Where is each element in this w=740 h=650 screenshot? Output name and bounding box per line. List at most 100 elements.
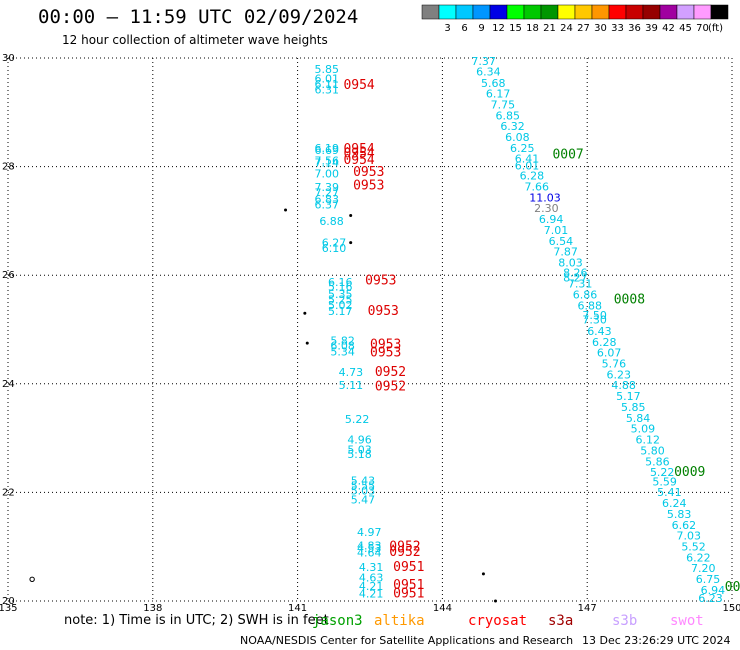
pass-time-label: 0953 (370, 346, 401, 361)
swh-value-label: 7.14 (314, 157, 339, 170)
pass-time-label: 0953 (365, 273, 396, 288)
swh-value-label: 4.64 (357, 546, 382, 559)
swh-value-label: 7.03 (676, 530, 701, 543)
colorbar-swatch (489, 4, 508, 20)
colorbar-tick-label: 15 (509, 23, 522, 34)
pass-time-label: 0952 (389, 545, 420, 560)
satellite-legend-swot: swot (670, 613, 704, 629)
x-tick-label: 138 (143, 603, 162, 614)
colorbar-swatch (574, 4, 593, 20)
footer-credit: NOAA/NESDIS Center for Satellite Applica… (240, 634, 574, 647)
swh-value-label: 6.01 (515, 159, 540, 172)
colorbar-unit: (ft) (708, 23, 723, 34)
swh-value-label: 5.18 (347, 448, 372, 461)
swh-value-label: 7.01 (544, 224, 569, 237)
swh-value-label: 5.85 (314, 63, 339, 76)
swh-value-label: 6.54 (549, 235, 574, 248)
colorbar-swatch (421, 4, 440, 20)
swh-value-label: 7.00 (314, 167, 339, 180)
swh-value-label: 6.12 (635, 434, 660, 447)
colorbar-tick-label: 6 (461, 23, 467, 34)
land-dot (303, 311, 307, 315)
circle-marker (29, 576, 35, 582)
colorbar-swatch (608, 4, 627, 20)
swh-value-label: 7.31 (568, 278, 593, 291)
colorbar-tick-label: 70 (696, 23, 709, 34)
swh-value-label: 6.24 (662, 497, 687, 510)
pass-time-label: 0951 (393, 587, 424, 602)
y-tick-label: 26 (2, 270, 15, 281)
swh-value-label: 8.27 (563, 272, 588, 285)
colorbar-swatch (625, 4, 644, 20)
swh-value-label: 5.09 (631, 423, 656, 436)
colorbar-swatch (642, 4, 661, 20)
pass-time-label: 0953 (368, 304, 399, 319)
land-dot (493, 599, 497, 603)
swh-value-label: 6.25 (510, 142, 535, 155)
swh-value-label: 5.03 (351, 485, 376, 498)
swh-value-label: 6.23 (607, 368, 632, 381)
colorbar-tick-label: 36 (628, 23, 641, 34)
land-dot (349, 213, 353, 217)
swh-value-label: 5.35 (328, 288, 353, 301)
swh-value-label: 7.75 (491, 98, 515, 111)
colorbar-swatch (523, 4, 542, 20)
colorbar-swatch (659, 4, 678, 20)
swh-value-label: 6.86 (573, 289, 598, 302)
swh-value-label: 6.75 (696, 573, 721, 586)
x-tick-label: 135 (0, 603, 18, 614)
swh-value-label: 6.34 (476, 65, 501, 78)
y-tick-label: 30 (2, 53, 15, 64)
swh-value-label: 6.01 (314, 72, 339, 85)
colorbar-tick-label: 33 (611, 23, 624, 34)
swh-value-label: 7.87 (553, 246, 578, 259)
colorbar: 3 6 9 12 15 18 21 24 27 30 33 36 39 42 45 70 (ft) (421, 4, 729, 34)
swh-value-label: 5.84 (626, 412, 651, 425)
swh-value-label: 7.30 (582, 314, 607, 327)
colorbar-swatch (710, 4, 729, 20)
satellite-legend-s3a: s3a (548, 613, 574, 629)
swh-value-label: 6.27 (322, 236, 347, 249)
swh-value-label: 6.17 (486, 88, 511, 101)
pass-time-label: 0954 (343, 146, 374, 161)
chart-subtitle: 12 hour collection of altimeter wave hei… (62, 33, 328, 47)
pass-time-label: 0009 (674, 465, 705, 480)
swh-value-label: 6.10 (322, 242, 347, 255)
swh-value-label: 5.22 (345, 413, 370, 426)
colorbar-tick-label: 24 (560, 23, 573, 34)
pass-time-label: 00 (725, 580, 740, 595)
x-tick-label: 150 (722, 603, 740, 614)
colorbar-swatch (540, 4, 559, 20)
swh-value-label: 2.30 (534, 202, 559, 215)
colorbar-tick-label: 45 (679, 23, 692, 34)
swh-value-label: 4.63 (359, 571, 384, 584)
x-tick-label: 147 (578, 603, 597, 614)
swh-value-label: 6.22 (686, 551, 711, 564)
swh-value-label: 6.88 (319, 215, 344, 228)
colorbar-swatch (472, 4, 491, 20)
colorbar-swatch (438, 4, 457, 20)
swh-value-label: 7.39 (314, 181, 339, 194)
swh-value-label: 4.73 (339, 366, 364, 379)
y-tick-label: 22 (2, 487, 15, 498)
colorbar-swatch (591, 4, 610, 20)
pass-time-label: 0953 (353, 165, 384, 180)
swh-value-label: 7.20 (691, 562, 716, 575)
land-dot (481, 572, 485, 576)
pass-time-label: 0952 (375, 365, 406, 380)
swh-value-label: 7.27 (314, 186, 339, 199)
swh-value-label: 4.88 (611, 379, 636, 392)
colorbar-swatch (693, 4, 712, 20)
y-tick-label: 20 (2, 596, 15, 607)
chart-title: 00:00 — 11:59 UTC 02/09/2024 (38, 6, 359, 28)
swh-value-label: 5.85 (621, 401, 646, 414)
colorbar-tick-label: 42 (662, 23, 675, 34)
pass-time-label: 0954 (343, 153, 374, 168)
swh-value-label: 6.07 (597, 347, 622, 360)
pass-time-label: 0952 (375, 379, 406, 394)
swh-value-label: 7.50 (582, 309, 607, 322)
swh-value-label: 5.17 (616, 390, 641, 403)
swh-value-label: 6.16 (328, 276, 353, 289)
swh-value-label: 4.21 (359, 580, 384, 593)
swh-value-label: 6.62 (672, 519, 697, 532)
